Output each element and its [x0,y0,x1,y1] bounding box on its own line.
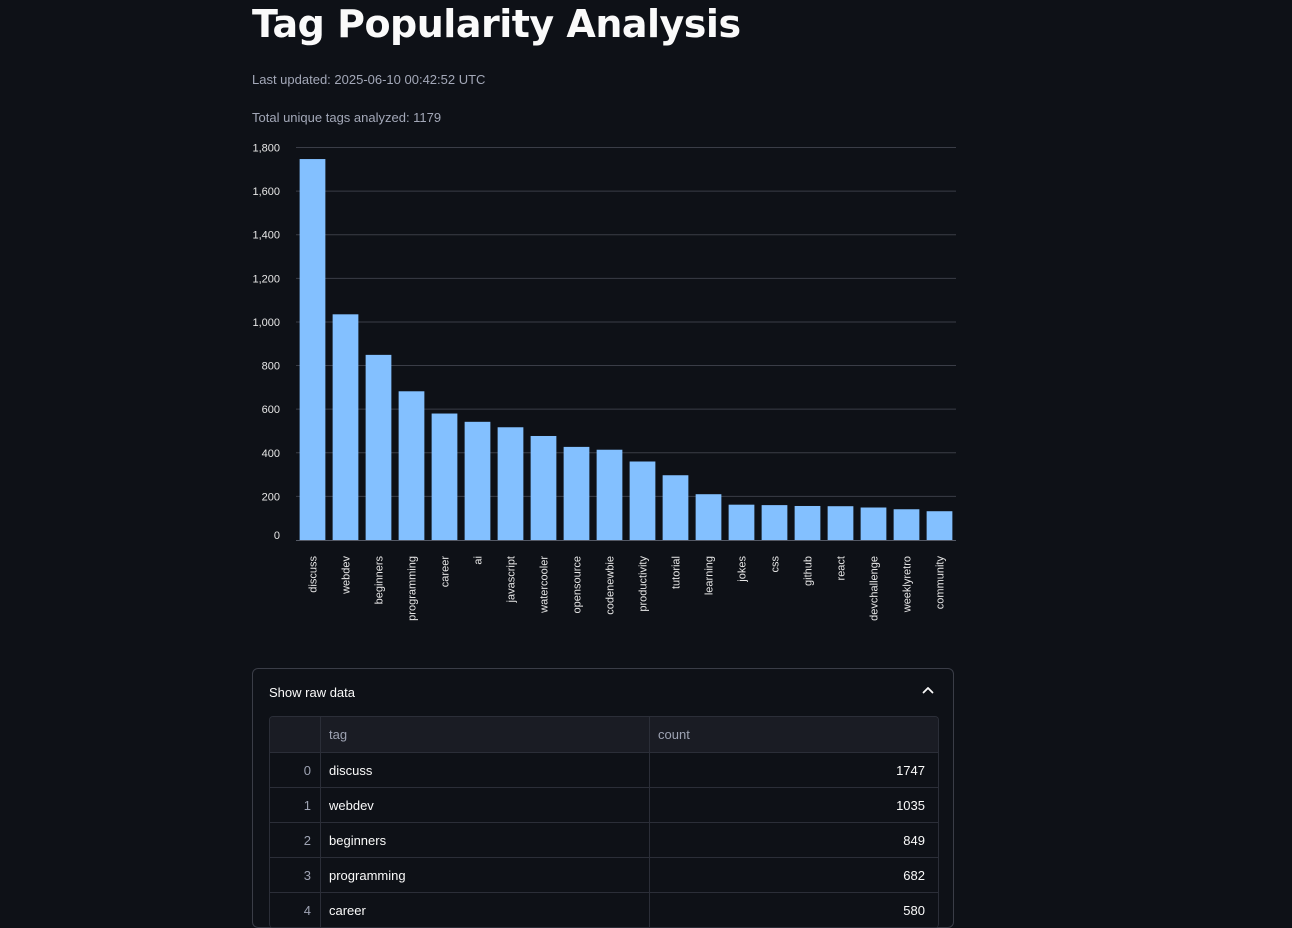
page-title: Tag Popularity Analysis [252,2,741,46]
x-tick-label: career [440,556,452,588]
x-tick-label: codenewbie [605,556,617,615]
bar-productivity[interactable] [629,461,656,541]
bar-weeklyretro[interactable] [893,509,920,540]
table-row[interactable]: 1 webdev 1035 [270,788,938,823]
row-count: 1747 [896,762,925,778]
x-tick-label: opensource [572,556,584,614]
header-index [270,717,321,752]
row-index: 2 [270,823,321,857]
x-tick-label: community [935,556,947,610]
table-row[interactable]: 3 programming 682 [270,858,938,893]
header-count[interactable]: count [658,727,690,742]
x-tick-label: discuss [308,556,320,593]
bar-react[interactable] [827,506,854,540]
bar-css[interactable] [761,505,788,540]
header-tag[interactable]: tag [321,717,650,752]
bar-webdev[interactable] [332,314,359,540]
y-tick-label: 1,400 [252,230,280,242]
total-tags-text: Total unique tags analyzed: 1179 [252,110,442,125]
x-tick-label: watercooler [539,556,551,614]
x-tick-label: jokes [737,556,749,583]
x-tick-label: weeklyretro [902,556,914,613]
y-tick-label: 1,800 [252,143,280,155]
bar-programming[interactable] [398,391,425,540]
y-tick-label: 600 [262,404,280,416]
x-tick-label: github [803,556,815,586]
bar-watercooler[interactable] [530,435,557,540]
row-count: 682 [903,867,925,883]
last-updated-text: Last updated: 2025-06-10 00:42:52 UTC [252,72,486,87]
x-tick-label: devchallenge [869,556,881,621]
bar-discuss[interactable] [299,159,326,540]
raw-data-expander: Show raw data tag count 0 discuss 1747 1 web… [252,668,954,928]
row-tag: career [321,893,650,927]
table-row[interactable]: 4 career 580 [270,893,938,928]
bar-opensource[interactable] [563,446,590,540]
x-tick-label: beginners [374,556,386,605]
row-tag: webdev [321,788,650,822]
y-tick-label: 400 [262,448,280,460]
row-index: 1 [270,788,321,822]
y-tick-label: 1,600 [252,186,280,198]
y-tick-label: 0 [274,530,280,542]
x-tick-label: programming [407,556,419,621]
bar-github[interactable] [794,505,821,540]
y-tick-label: 1,000 [252,317,280,329]
x-tick-label: webdev [341,556,353,595]
bar-tutorial[interactable] [662,475,689,540]
chevron-up-icon[interactable] [921,683,935,697]
bar-community[interactable] [926,511,953,540]
x-tick-label: css [770,556,782,573]
y-tick-label: 200 [262,491,280,503]
bar-ai[interactable] [464,421,491,540]
x-tick-label: learning [704,556,716,595]
row-index: 3 [270,858,321,892]
row-tag: beginners [321,823,650,857]
raw-data-table[interactable]: tag count 0 discuss 1747 1 webdev 1035 2 beginn… [269,716,939,928]
bar-beginners[interactable] [365,354,392,540]
bar-career[interactable] [431,413,458,540]
x-tick-label: productivity [638,556,650,612]
y-tick-label: 1,200 [252,273,280,285]
table-header-row: tag count [270,717,938,753]
row-count: 580 [903,902,925,918]
bar-javascript[interactable] [497,427,524,540]
row-count: 849 [903,832,925,848]
x-tick-label: react [836,556,848,580]
y-tick-label: 800 [262,361,280,373]
bar-learning[interactable] [695,494,722,540]
row-index: 4 [270,893,321,927]
row-tag: programming [321,858,650,892]
bar-codenewbie[interactable] [596,449,623,540]
table-row[interactable]: 0 discuss 1747 [270,753,938,788]
tag-bar-chart: 0 200 400 600 800 1,000 1,200 1,400 1,600 1,800 di… [252,143,956,621]
expander-label[interactable]: Show raw data [269,685,355,700]
bar-jokes[interactable] [728,504,755,540]
table-row[interactable]: 2 beginners 849 [270,823,938,858]
row-tag: discuss [321,753,650,787]
x-tick-label: ai [473,556,485,565]
x-tick-label: javascript [506,556,518,603]
x-tick-label: tutorial [671,556,683,589]
bar-devchallenge[interactable] [860,507,887,540]
row-index: 0 [270,753,321,787]
row-count: 1035 [896,797,925,813]
